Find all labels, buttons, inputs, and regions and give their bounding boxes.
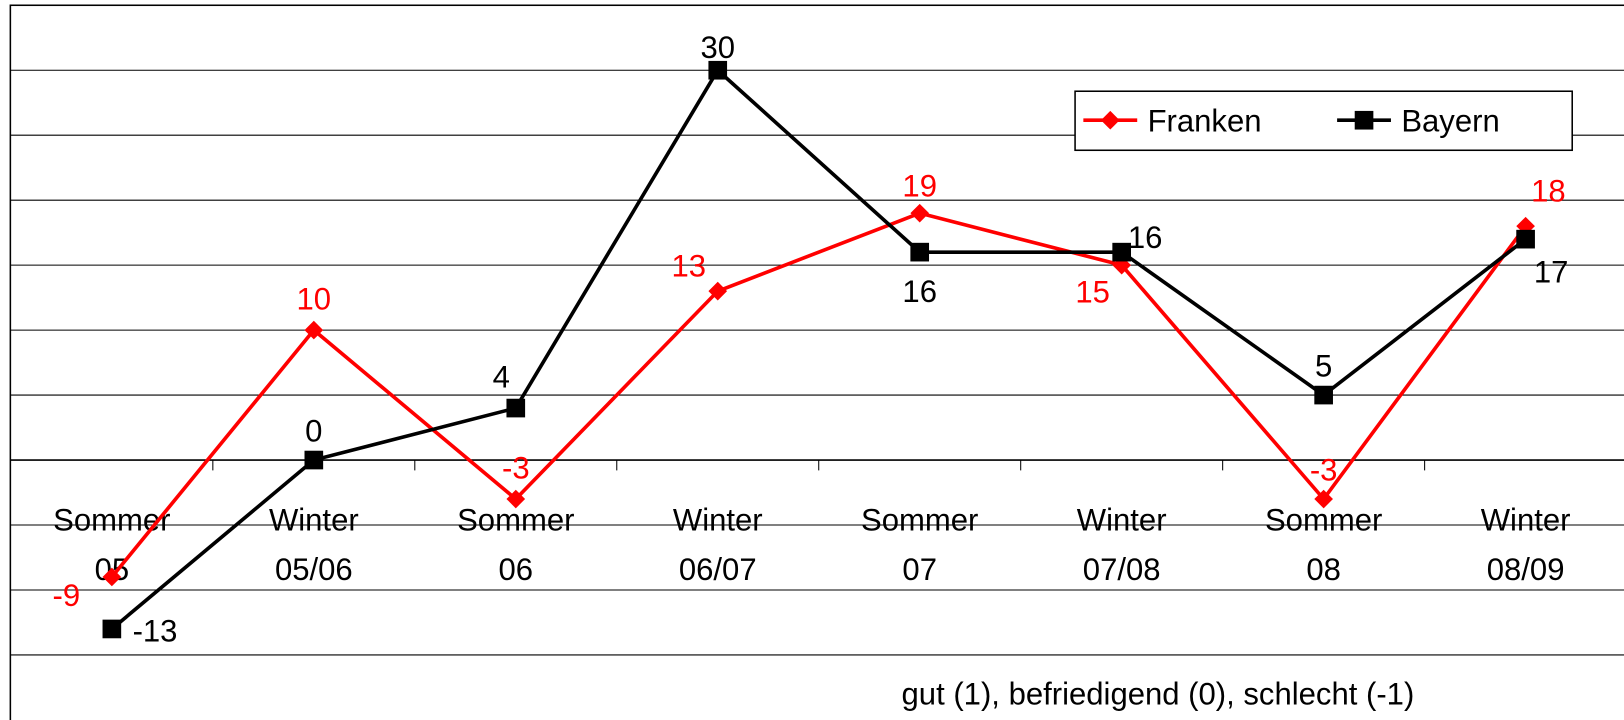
data-label: -13	[133, 613, 178, 648]
data-label: 10	[297, 281, 332, 316]
data-label: 16	[902, 274, 937, 309]
marker	[304, 320, 324, 340]
data-label: 0	[305, 413, 322, 448]
legend-label: Bayern	[1401, 104, 1499, 139]
data-label: 15	[1075, 274, 1110, 309]
legend-marker	[1354, 110, 1374, 130]
data-label: -9	[52, 578, 80, 613]
legend-box	[1074, 90, 1573, 152]
data-label: 18	[1531, 173, 1566, 208]
x-tick-label: Winter 07/08	[1077, 502, 1167, 587]
data-label: 17	[1534, 255, 1569, 290]
x-tick-label: Winter 08/09	[1481, 502, 1571, 587]
data-label: 16	[1128, 220, 1163, 255]
marker	[910, 203, 930, 223]
marker	[708, 281, 728, 301]
marker	[304, 450, 324, 470]
data-label: 30	[700, 30, 735, 65]
annotation: gut (1), befriedigend (0), schlecht (-1)	[902, 676, 1415, 711]
marker	[1112, 242, 1131, 262]
marker	[1314, 489, 1333, 509]
data-label: 5	[1315, 348, 1332, 383]
x-tick-label: Winter 06/07	[673, 502, 763, 587]
x-tick-label: Sommer 07	[861, 502, 978, 587]
legend: Franken Bayern	[1074, 90, 1573, 152]
marker	[506, 489, 526, 509]
marker	[506, 398, 526, 418]
data-label: 4	[493, 359, 510, 394]
series-line	[110, 211, 1528, 579]
legend-marker	[1100, 110, 1120, 130]
data-label: 19	[902, 169, 937, 204]
series-line	[110, 67, 1527, 631]
data-label: -3	[1310, 452, 1338, 487]
data-label: -3	[502, 450, 530, 485]
legend-label: Franken	[1148, 104, 1262, 139]
x-tick-label: Winter 05/06	[269, 502, 359, 587]
marker	[1516, 229, 1535, 249]
marker	[708, 60, 728, 80]
marker	[102, 619, 122, 639]
data-label: 13	[671, 249, 706, 284]
marker	[910, 242, 930, 262]
marker	[102, 567, 122, 587]
marker	[1314, 385, 1333, 405]
